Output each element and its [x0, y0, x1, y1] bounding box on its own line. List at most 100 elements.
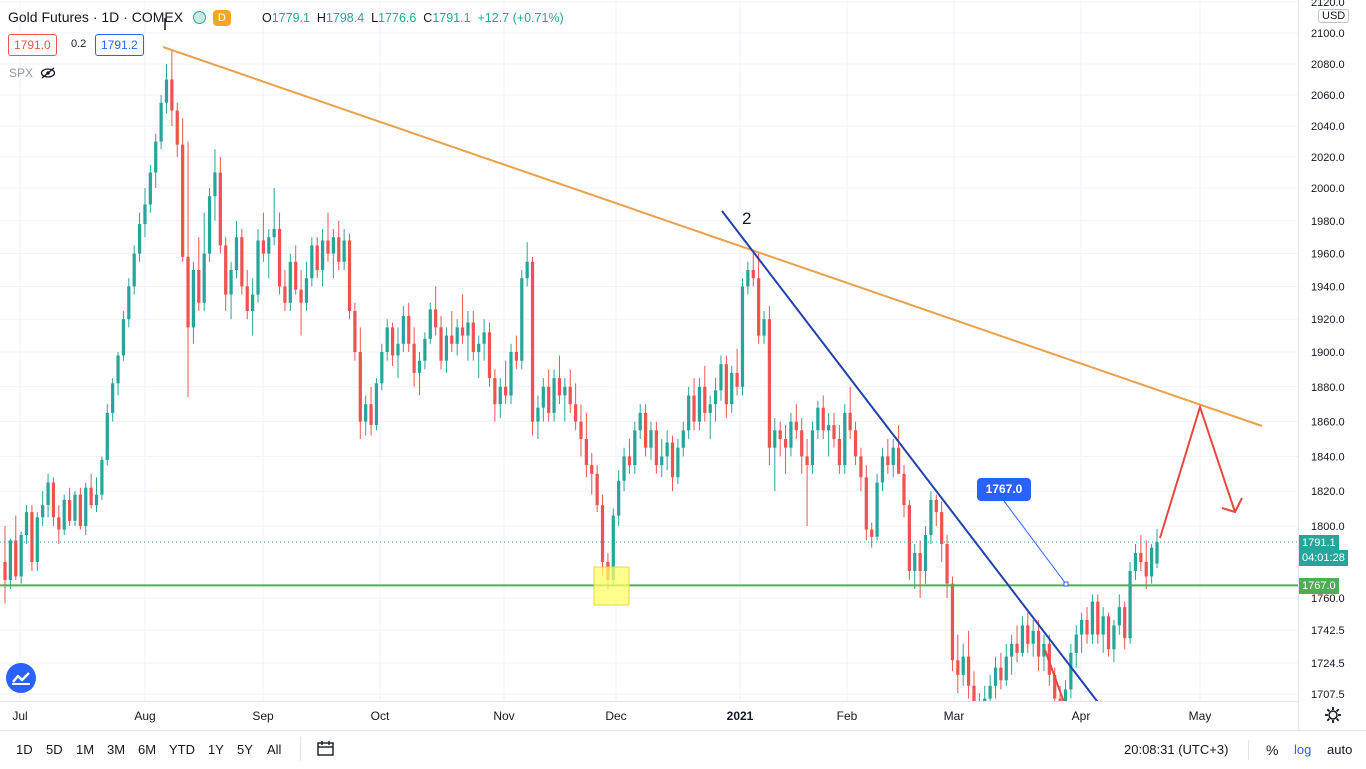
- candle-body-41: [224, 245, 228, 295]
- resistance-trendline: [162, 46, 1263, 427]
- y-tick-1820.0: 1820.0: [1311, 486, 1345, 498]
- percent-toggle[interactable]: %: [1266, 742, 1279, 758]
- candle-body-176: [950, 583, 955, 661]
- axes: 2120.0 2100.0 2080.0 2060.0 2040.0 2020.0 2000…: [0, 0, 1345, 730]
- candle-body-156: [843, 412, 847, 466]
- candle-body-206: [1112, 625, 1116, 650]
- support-price-tag: 1767.0: [1299, 578, 1339, 594]
- timeframe-1y[interactable]: 1Y: [208, 742, 224, 757]
- candle-body-65: [353, 311, 357, 352]
- candle-body-79: [428, 309, 432, 339]
- price-callout[interactable]: 1767.0: [977, 478, 1031, 501]
- y-tick-1760.0: 1760.0: [1311, 593, 1345, 605]
- candle-body-153: [827, 425, 831, 431]
- candle-body-51: [277, 229, 282, 287]
- ask-price[interactable]: 1791.2: [95, 34, 144, 56]
- candle-body-198: [1069, 652, 1073, 690]
- eye-hidden-icon[interactable]: [40, 67, 56, 79]
- candle-body-108: [584, 439, 588, 466]
- candle-body-72: [390, 327, 395, 356]
- candle-body-183: [988, 685, 992, 699]
- auto-toggle[interactable]: auto: [1327, 742, 1353, 757]
- candle-body-203: [1096, 601, 1100, 635]
- candle-body-184: [993, 667, 998, 686]
- candle-body-178: [961, 656, 965, 675]
- candle-body-191: [1031, 630, 1035, 644]
- bid-price[interactable]: 1791.0: [8, 34, 57, 56]
- candle-body-83: [450, 335, 454, 344]
- candle-body-55: [299, 289, 303, 303]
- tradingview-logo-icon[interactable]: [6, 663, 36, 693]
- candle-body-45: [245, 286, 249, 311]
- highlight-box: [593, 566, 630, 606]
- candle-body-70: [380, 352, 384, 384]
- log-toggle[interactable]: log: [1294, 742, 1312, 757]
- candle-body-122: [660, 456, 664, 466]
- candle-body-10: [57, 517, 61, 530]
- candle-body-99: [536, 407, 540, 422]
- candle-body-71: [385, 327, 389, 352]
- timeframe-1m[interactable]: 1M: [76, 742, 95, 757]
- y-tick-1707.5: 1707.5: [1311, 689, 1345, 701]
- clock[interactable]: 20:08:31 (UTC+3): [1124, 742, 1229, 757]
- y-tick-2080.0: 2080.0: [1311, 59, 1345, 71]
- y-tick-2100.0: 2100.0: [1311, 28, 1345, 40]
- timeframe-6m[interactable]: 6M: [138, 742, 157, 757]
- candle-body-92: [498, 386, 502, 405]
- date-range-icon[interactable]: [317, 741, 335, 757]
- candle-body-130: [703, 386, 707, 413]
- candle-body-109: [590, 465, 594, 474]
- bottom-toolbar: 1D 5D 1M 3M 6M YTD 1Y 5Y All 20:08:31 (U…: [0, 730, 1366, 769]
- candle-body-97: [525, 261, 529, 279]
- candle-body-114: [617, 480, 621, 516]
- currency-label[interactable]: USD: [1318, 9, 1350, 23]
- candle-body-84: [455, 327, 459, 344]
- candle-body-44: [240, 237, 244, 287]
- compare-symbol[interactable]: SPX: [9, 66, 56, 80]
- timeframe-1d[interactable]: 1D: [16, 742, 33, 757]
- candle-body-47: [256, 240, 260, 295]
- candle-body-22: [121, 319, 126, 356]
- candle-body-152: [821, 407, 825, 431]
- timeframe-ytd[interactable]: YTD: [169, 742, 195, 757]
- projection-arrow-head: [1221, 497, 1243, 514]
- settings-gear-icon[interactable]: [1324, 706, 1342, 729]
- timeframe-5y[interactable]: 5Y: [237, 742, 253, 757]
- y-tick-1840.0: 1840.0: [1311, 451, 1345, 463]
- candle-body-107: [579, 421, 583, 439]
- candle-body-182: [983, 698, 987, 701]
- timeframe-5d[interactable]: 5D: [46, 742, 63, 757]
- candle-body-9: [51, 482, 56, 518]
- candle-body-98: [530, 261, 535, 422]
- candle-body-142: [767, 319, 772, 448]
- timeframe-3m[interactable]: 3M: [107, 742, 126, 757]
- candle-body-125: [676, 447, 680, 478]
- wave-label[interactable]: 2: [742, 209, 752, 228]
- candle-body-140: [757, 278, 761, 336]
- candle-body-29: [159, 102, 163, 142]
- candle-body-192: [1036, 630, 1041, 657]
- candle-body-32: [175, 110, 179, 145]
- spread-value: 0.2: [71, 38, 87, 50]
- x-tick-Apr: Apr: [1072, 709, 1091, 723]
- candle-body-101: [547, 386, 551, 413]
- candle-body-23: [127, 286, 131, 320]
- candle-body-128: [692, 395, 696, 422]
- candle-body-171: [923, 535, 928, 571]
- timeframe-all[interactable]: All: [267, 742, 282, 757]
- candle-body-39: [213, 172, 217, 197]
- candle-body-46: [251, 294, 255, 311]
- countdown-tag: 04:01:28: [1299, 550, 1348, 566]
- candle-body-213: [1150, 547, 1154, 577]
- candle-body-36: [197, 270, 201, 303]
- candle-body-126: [681, 430, 685, 448]
- candle-body-157: [848, 412, 852, 431]
- candle-body-177: [956, 660, 960, 675]
- candle-body-30: [164, 79, 169, 103]
- candle-body-170: [918, 553, 922, 571]
- y-tick-2120.0: 2120.0: [1311, 0, 1345, 9]
- candle-body-28: [154, 141, 158, 173]
- y-tick-1724.5: 1724.5: [1311, 658, 1345, 670]
- candle-body-78: [423, 338, 427, 361]
